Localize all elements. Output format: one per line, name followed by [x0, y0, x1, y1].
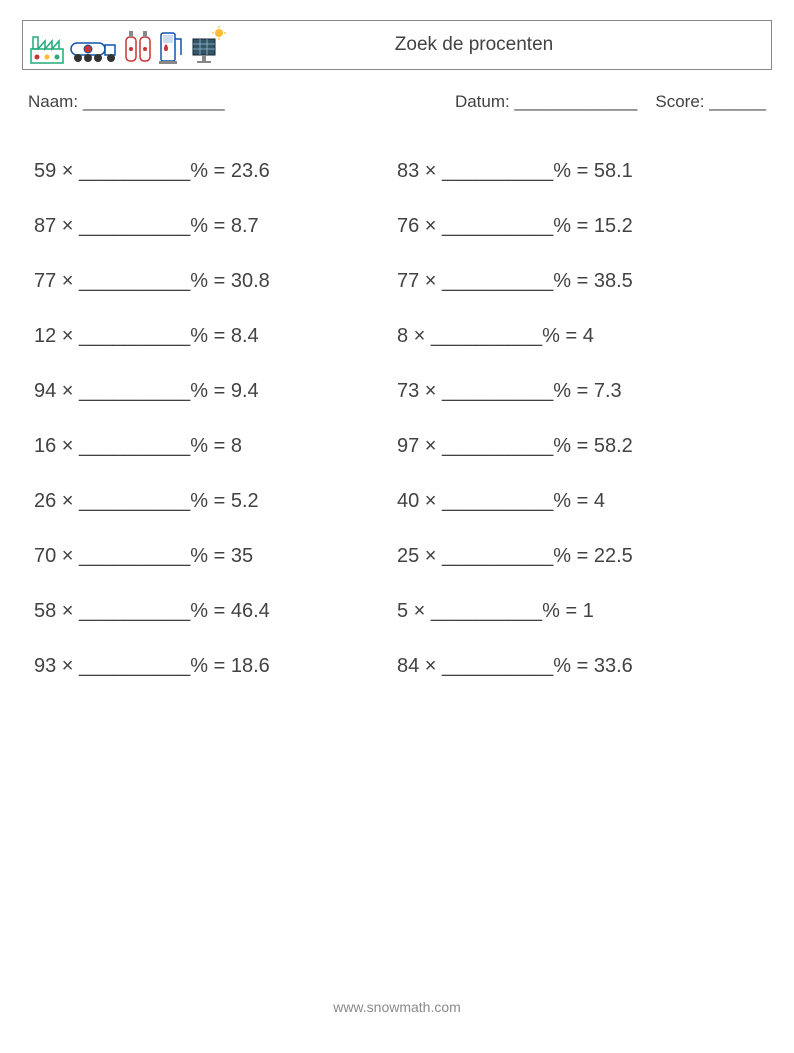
tanker-icon [69, 27, 119, 65]
problem-row: 94 × __________% = 9.473 × __________% =… [34, 380, 760, 403]
problem-cell: 77 × __________% = 38.5 [397, 270, 760, 293]
problem-cell: 8 × __________% = 4 [397, 325, 760, 348]
info-line: Naam: _______________ Datum: ___________… [22, 92, 772, 112]
worksheet-title: Zoek de procenten [395, 34, 553, 56]
problem-cell: 70 × __________% = 35 [34, 545, 397, 568]
date-score-group: Datum: _____________ Score: ______ [455, 92, 766, 112]
problem-cell: 93 × __________% = 18.6 [34, 655, 397, 678]
problem-cell: 16 × __________% = 8 [34, 435, 397, 458]
name-label: Naam: [28, 92, 78, 111]
problem-cell: 97 × __________% = 58.2 [397, 435, 760, 458]
header-title-wrap: Zoek de procenten [227, 34, 761, 56]
problems-grid: 59 × __________% = 23.683 × __________% … [22, 160, 772, 678]
problem-cell: 94 × __________% = 9.4 [34, 380, 397, 403]
worksheet-page: Zoek de procenten Naam: _______________ … [0, 0, 794, 1053]
problem-row: 16 × __________% = 897 × __________% = 5… [34, 435, 760, 458]
problem-cell: 73 × __________% = 7.3 [397, 380, 760, 403]
score-label: Score: [655, 92, 704, 111]
footer: www.snowmath.com [0, 999, 794, 1015]
header-icons [29, 25, 227, 65]
problem-cell: 84 × __________% = 33.6 [397, 655, 760, 678]
problem-cell: 26 × __________% = 5.2 [34, 490, 397, 513]
name-field: Naam: _______________ [28, 92, 225, 112]
problem-row: 77 × __________% = 30.877 × __________% … [34, 270, 760, 293]
date-field: Datum: _____________ [455, 92, 637, 112]
problem-row: 12 × __________% = 8.48 × __________% = … [34, 325, 760, 348]
solar-panel-icon [191, 25, 227, 65]
problem-row: 93 × __________% = 18.684 × __________% … [34, 655, 760, 678]
fuel-pump-icon [157, 25, 187, 65]
problem-cell: 76 × __________% = 15.2 [397, 215, 760, 238]
problem-cell: 87 × __________% = 8.7 [34, 215, 397, 238]
problem-row: 70 × __________% = 3525 × __________% = … [34, 545, 760, 568]
factory-icon [29, 27, 65, 65]
score-blank: ______ [709, 92, 766, 111]
name-blank: _______________ [83, 92, 225, 111]
problem-cell: 25 × __________% = 22.5 [397, 545, 760, 568]
header-box: Zoek de procenten [22, 20, 772, 70]
problem-row: 87 × __________% = 8.776 × __________% =… [34, 215, 760, 238]
problem-cell: 5 × __________% = 1 [397, 600, 760, 623]
date-blank: _____________ [514, 92, 637, 111]
problem-row: 59 × __________% = 23.683 × __________% … [34, 160, 760, 183]
problem-cell: 40 × __________% = 4 [397, 490, 760, 513]
date-label: Datum: [455, 92, 510, 111]
problem-cell: 59 × __________% = 23.6 [34, 160, 397, 183]
problem-cell: 77 × __________% = 30.8 [34, 270, 397, 293]
problem-cell: 12 × __________% = 8.4 [34, 325, 397, 348]
problem-cell: 58 × __________% = 46.4 [34, 600, 397, 623]
problem-row: 26 × __________% = 5.240 × __________% =… [34, 490, 760, 513]
problem-row: 58 × __________% = 46.45 × __________% =… [34, 600, 760, 623]
score-field: Score: ______ [655, 92, 766, 112]
cylinders-icon [123, 27, 153, 65]
footer-text: www.snowmath.com [333, 999, 461, 1015]
problem-cell: 83 × __________% = 58.1 [397, 160, 760, 183]
